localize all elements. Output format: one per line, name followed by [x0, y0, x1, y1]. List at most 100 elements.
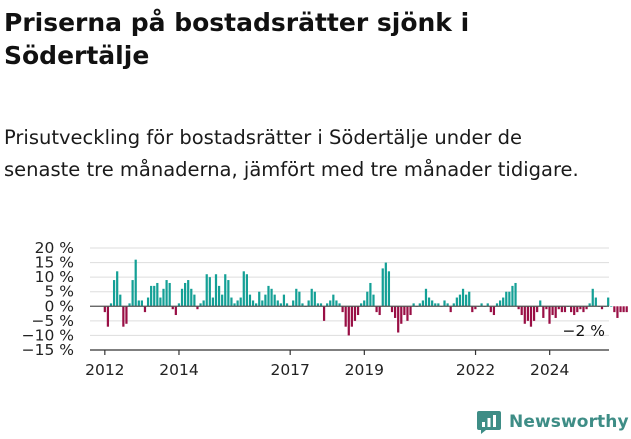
bar [341, 306, 344, 313]
bar [270, 288, 273, 307]
bar [208, 277, 211, 307]
bar [474, 306, 477, 310]
chart-subtitle: Prisutveckling för bostadsrätter i Söder… [4, 126, 579, 181]
bar [214, 274, 218, 307]
bar [363, 300, 366, 307]
bar [622, 306, 625, 313]
bar [134, 259, 137, 307]
bar [360, 303, 363, 307]
bar [400, 306, 403, 324]
bar [381, 268, 384, 307]
bar [424, 288, 428, 307]
bar [514, 282, 517, 307]
bar [409, 306, 412, 316]
bar [551, 306, 554, 316]
bar [211, 297, 215, 307]
bar [366, 291, 369, 307]
bar [190, 288, 193, 307]
bar [600, 306, 604, 310]
bar [613, 306, 616, 313]
bar [570, 306, 573, 313]
bar [282, 294, 286, 307]
y-tick-label: −15 % [22, 341, 74, 359]
bar [443, 300, 446, 307]
bar [529, 306, 533, 327]
bar [375, 306, 378, 313]
bar [523, 306, 526, 324]
bar [511, 285, 514, 307]
bar [143, 306, 147, 313]
bar [193, 294, 196, 307]
y-tick-label: 0 % [44, 297, 74, 315]
bar [258, 291, 261, 307]
x-tick-label: 2022 [456, 361, 495, 379]
bar [146, 297, 150, 307]
x-tick-label: 2014 [159, 361, 198, 379]
bar [616, 306, 619, 318]
y-tick-label: 10 % [35, 268, 74, 286]
bar [316, 303, 320, 307]
bar [418, 303, 421, 307]
bar [557, 306, 560, 310]
bar [261, 300, 264, 307]
bar [116, 271, 119, 307]
chart-title: Priserna på bostadsrätter sjönk i Södert… [4, 8, 470, 70]
bar [390, 306, 394, 313]
bar [356, 306, 360, 316]
bar [350, 306, 353, 327]
bar [119, 294, 122, 307]
bar [313, 291, 316, 307]
bar [248, 294, 252, 307]
bar [224, 274, 227, 307]
bar [285, 303, 289, 307]
bar [217, 285, 221, 307]
bar [236, 300, 239, 307]
bar [455, 297, 458, 307]
bar [369, 282, 372, 307]
bar [434, 303, 437, 307]
x-tick-label: 2012 [85, 361, 124, 379]
bar [582, 306, 585, 313]
bar [403, 306, 406, 316]
bar [301, 303, 304, 307]
brand-name: Newsworthy [509, 412, 629, 432]
bar [397, 306, 400, 333]
bar [187, 280, 190, 307]
bar [233, 303, 236, 307]
bar [162, 288, 165, 307]
bar [159, 297, 162, 307]
bar [594, 297, 597, 307]
newsworthy-logo[interactable]: Newsworthy [476, 407, 629, 437]
bar [353, 306, 357, 321]
bar [184, 282, 187, 307]
bar [273, 294, 276, 307]
bar [329, 300, 332, 307]
bar [292, 300, 295, 307]
bar [112, 280, 116, 307]
bar [471, 306, 474, 313]
bar [372, 294, 375, 307]
bar [508, 291, 511, 307]
bar [344, 306, 347, 327]
bar [205, 274, 208, 307]
bar [276, 300, 279, 307]
bar [180, 288, 184, 307]
y-tick-label: −5 % [31, 312, 74, 330]
bar [542, 306, 545, 318]
y-tick-label: 20 % [35, 239, 74, 257]
bar [140, 300, 143, 307]
x-tick-label: 2017 [270, 361, 309, 379]
bar [446, 303, 449, 307]
bar [326, 303, 329, 307]
bar [573, 306, 576, 316]
latest-value-annotation: −2 % [562, 322, 605, 340]
bar [554, 306, 557, 318]
bar [505, 291, 508, 307]
bar [221, 294, 224, 307]
bar [103, 306, 106, 313]
bar [495, 303, 499, 307]
bar [393, 306, 397, 318]
bar [458, 294, 462, 307]
bar [563, 306, 567, 313]
